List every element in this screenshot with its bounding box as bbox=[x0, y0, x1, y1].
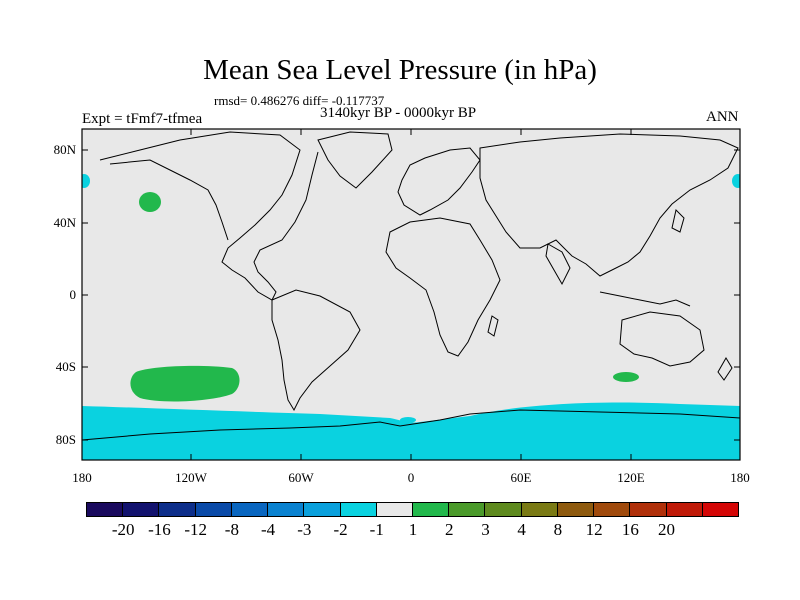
lon-label: 180 bbox=[730, 470, 750, 485]
colorbar-label: -1 bbox=[369, 520, 384, 539]
colorbar-swatch bbox=[448, 502, 486, 517]
coastline-europe bbox=[397, 147, 481, 216]
lat-label: 40N bbox=[53, 215, 76, 230]
south-pacific-positive-anomaly bbox=[130, 365, 240, 402]
colorbar-swatch bbox=[665, 502, 703, 517]
coastline-north-america bbox=[99, 131, 319, 301]
colorbar-swatch bbox=[303, 502, 341, 517]
map-plot-area bbox=[82, 129, 740, 460]
lon-label: 120E bbox=[617, 470, 645, 485]
colorbar-swatch bbox=[230, 502, 269, 517]
colorbar-swatch bbox=[520, 502, 558, 517]
season-label: ANN bbox=[706, 109, 739, 125]
colorbar-label: 20 bbox=[658, 520, 676, 539]
coastline-australia bbox=[619, 311, 705, 367]
period-text: 3140kyr BP - 0000kyr BP bbox=[320, 105, 477, 121]
colorbar-label: 16 bbox=[621, 520, 639, 539]
lat-label: 0 bbox=[69, 287, 77, 302]
colorbar-label: 4 bbox=[517, 520, 526, 539]
coastline-madagascar bbox=[487, 315, 499, 337]
lon-label: 60E bbox=[510, 470, 532, 485]
arctic-negative-anomaly bbox=[82, 174, 90, 188]
lon-label: 120W bbox=[175, 470, 207, 485]
coastline-greenland bbox=[317, 131, 393, 189]
colorbar-swatch bbox=[701, 502, 739, 517]
south-of-australia-positive-anomaly bbox=[613, 372, 639, 382]
coastline-indonesia bbox=[599, 291, 691, 307]
chart-title: Mean Sea Level Pressure (in hPa) bbox=[203, 54, 597, 86]
coastline-india bbox=[545, 243, 571, 286]
colorbar-label: -4 bbox=[261, 520, 276, 539]
coastline-africa bbox=[385, 217, 501, 357]
colorbar-label: 3 bbox=[481, 520, 490, 539]
colorbar-swatch bbox=[593, 502, 631, 517]
arctic-negative-anomaly-east bbox=[732, 174, 740, 188]
lat-label: 40S bbox=[55, 359, 76, 374]
antarctic-negative-anomaly bbox=[82, 402, 740, 460]
colorbar-label: 1 bbox=[408, 520, 418, 539]
colorbar-swatch bbox=[194, 502, 232, 517]
colorbar-swatch bbox=[86, 502, 124, 517]
colorbar-label: -16 bbox=[148, 520, 171, 539]
colorbar-label: -12 bbox=[184, 520, 207, 539]
lon-label: 60W bbox=[288, 470, 314, 485]
lon-label: 0 bbox=[407, 470, 415, 485]
colorbar-label: -3 bbox=[297, 520, 312, 539]
axis-ticks bbox=[81, 129, 741, 460]
colorbar-swatch bbox=[267, 502, 305, 517]
coastline-japan bbox=[671, 209, 685, 233]
colorbar-swatch bbox=[411, 502, 450, 517]
colorbar-label: 2 bbox=[444, 520, 454, 539]
colorbar-swatch bbox=[339, 502, 377, 517]
colorbar bbox=[86, 502, 739, 517]
stats-text: rmsd= 0.486276 diff= -0.117737 bbox=[214, 93, 385, 108]
colorbar-swatch bbox=[556, 502, 595, 517]
colorbar-swatch bbox=[375, 502, 413, 517]
north-pacific-positive-anomaly bbox=[139, 192, 161, 212]
coastline-alaska bbox=[109, 159, 229, 241]
colorbar-swatch bbox=[629, 502, 667, 517]
coastline-new-zealand bbox=[717, 357, 733, 381]
coastline-south-america bbox=[271, 289, 361, 412]
experiment-label: Expt = tFmf7-tfmea bbox=[82, 111, 203, 127]
colorbar-label: -2 bbox=[333, 520, 348, 539]
coastline-antarctica bbox=[82, 409, 740, 441]
coastlines bbox=[82, 131, 740, 441]
colorbar-label: -20 bbox=[111, 520, 135, 539]
colorbar-swatch bbox=[122, 502, 160, 517]
coastline-asia bbox=[479, 133, 739, 277]
colorbar-label: 8 bbox=[553, 520, 563, 539]
colorbar-label: 12 bbox=[585, 520, 603, 539]
colorbar-swatch bbox=[484, 502, 522, 517]
antarctic-negative-anomaly-patch bbox=[400, 417, 416, 423]
lat-label: 80S bbox=[55, 432, 76, 447]
colorbar-label: -8 bbox=[224, 520, 239, 539]
lat-label: 80N bbox=[53, 142, 76, 157]
lon-label: 180 bbox=[72, 470, 92, 485]
colorbar-swatch bbox=[158, 502, 196, 517]
